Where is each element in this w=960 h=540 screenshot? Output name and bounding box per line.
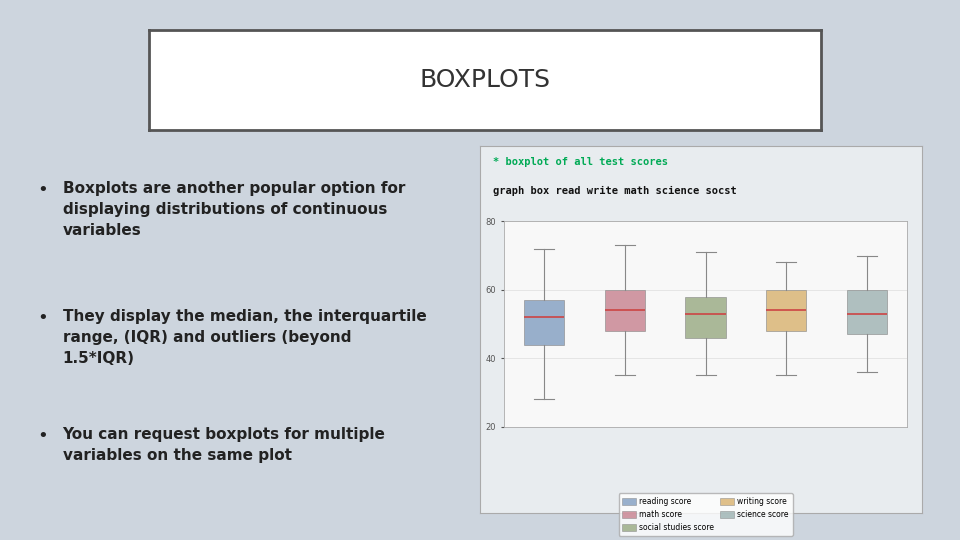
Text: They display the median, the interquartile
range, (IQR) and outliers (beyond
1.5: They display the median, the interquarti… [62, 309, 426, 366]
PathPatch shape [766, 290, 806, 331]
PathPatch shape [685, 296, 726, 338]
Legend: reading score, math score, social studies score, writing score, science score: reading score, math score, social studie… [618, 494, 793, 536]
Text: BOXPLOTS: BOXPLOTS [420, 68, 550, 92]
Text: You can request boxplots for multiple
variables on the same plot: You can request boxplots for multiple va… [62, 427, 386, 463]
Text: •: • [37, 309, 48, 327]
PathPatch shape [605, 290, 645, 331]
Text: •: • [37, 180, 48, 199]
Text: graph box read write math science socst: graph box read write math science socst [493, 186, 737, 196]
Text: •: • [37, 427, 48, 444]
PathPatch shape [524, 300, 564, 345]
PathPatch shape [847, 290, 887, 334]
Text: Boxplots are another popular option for
displaying distributions of continuous
v: Boxplots are another popular option for … [62, 180, 405, 238]
Text: * boxplot of all test scores: * boxplot of all test scores [493, 157, 668, 167]
